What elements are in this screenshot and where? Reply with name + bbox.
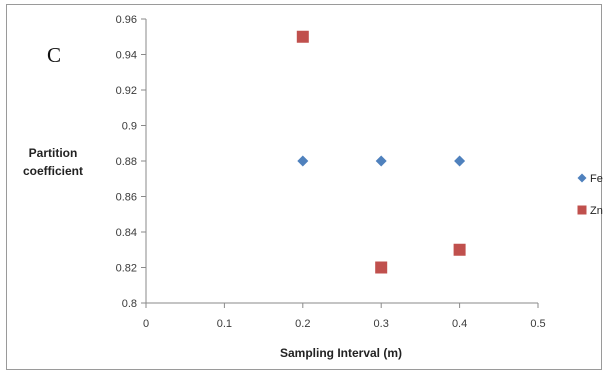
legend-marker-fe (577, 173, 587, 183)
y-axis-title-line: coefficient (23, 164, 83, 178)
y-tick-label: 0.94 (116, 50, 137, 62)
axes (145, 19, 538, 304)
point-zn (453, 243, 466, 256)
x-tick-label: 0.5 (530, 318, 545, 330)
point-zn (296, 30, 309, 43)
y-tick-label: 0.82 (116, 263, 137, 275)
y-tick-label: 0.86 (116, 192, 137, 204)
y-axis-title-line: Partition (29, 146, 78, 160)
chart-frame: C 0.8 0.82 0.84 0.86 0.88 0.9 0.92 0.94 0.96 0 0.… (6, 4, 603, 370)
point-fe (375, 155, 387, 167)
y-axis-ticks: 0.8 0.82 0.84 0.86 0.88 0.9 0.92 0.94 0.96 (116, 14, 146, 310)
y-tick-label: 0.88 (116, 156, 137, 168)
x-tick-label: 0.2 (295, 318, 310, 330)
legend-marker-zn (577, 205, 587, 215)
point-fe (297, 155, 309, 167)
y-tick-label: 0.8 (122, 298, 137, 310)
y-axis-title: Partition coefficient (23, 146, 83, 178)
y-tick-label: 0.96 (116, 14, 137, 26)
x-axis-ticks: 0 0.1 0.2 0.3 0.4 0.5 (143, 303, 546, 330)
point-fe (454, 155, 466, 167)
panel-label: C (47, 43, 61, 67)
x-tick-label: 0.1 (217, 318, 232, 330)
x-tick-label: 0.3 (374, 318, 389, 330)
legend-label-fe: Fe (590, 173, 603, 185)
data-points (296, 30, 466, 274)
legend: Fe Zn (577, 173, 603, 217)
point-zn (375, 261, 388, 274)
y-tick-label: 0.92 (116, 85, 137, 97)
y-tick-label: 0.84 (116, 227, 137, 239)
x-tick-label: 0.4 (452, 318, 467, 330)
legend-label-zn: Zn (590, 205, 603, 217)
scatter-chart: C 0.8 0.82 0.84 0.86 0.88 0.9 0.92 0.94 0.96 0 0.… (23, 14, 603, 360)
y-tick-label: 0.9 (122, 121, 137, 133)
x-tick-label: 0 (143, 318, 149, 330)
x-axis-title: Sampling Interval (m) (280, 346, 402, 360)
